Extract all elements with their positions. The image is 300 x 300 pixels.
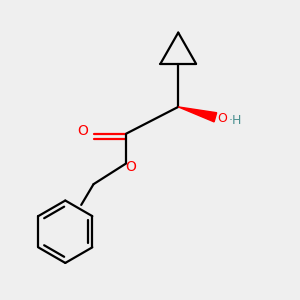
Text: O: O bbox=[217, 112, 227, 125]
Text: O: O bbox=[125, 160, 136, 174]
Text: ·H: ·H bbox=[229, 114, 242, 127]
Text: O: O bbox=[78, 124, 88, 138]
Polygon shape bbox=[178, 107, 217, 122]
